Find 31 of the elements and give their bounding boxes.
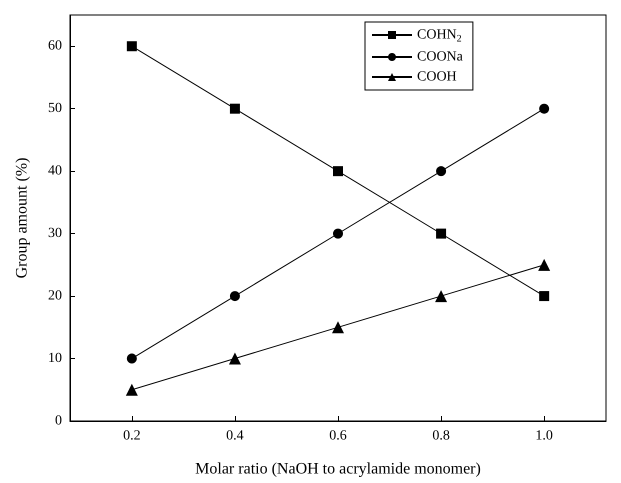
x-tick-label: 0.6	[329, 428, 347, 444]
point	[332, 321, 344, 334]
y-tick-label: 30	[48, 226, 62, 242]
point	[436, 166, 446, 176]
y-tick-label: 10	[48, 351, 62, 366]
point	[228, 352, 241, 365]
legend-label: COONa	[417, 50, 464, 64]
point	[126, 41, 137, 52]
x-tick-label: 0.8	[432, 428, 450, 444]
point	[333, 166, 343, 176]
x-tick-label: 1.0	[535, 428, 553, 444]
x-tick-label: 0.2	[123, 428, 141, 444]
point	[230, 104, 240, 114]
y-tick-label: 0	[55, 414, 62, 428]
point	[436, 228, 446, 239]
point	[126, 354, 137, 364]
y-tick-label: 20	[48, 288, 62, 304]
y-tick-label: 50	[48, 101, 62, 116]
y-tick-label: 60	[48, 38, 62, 54]
x-tick-label: 0.4	[226, 428, 244, 444]
point	[538, 258, 550, 271]
y-axis-title: Group amount (%)	[14, 158, 30, 278]
x-axis-title: Molar ratio (NaOH to acrylamide monomer)	[195, 460, 481, 478]
point	[539, 291, 550, 302]
point	[435, 290, 448, 302]
legend-label: COOH	[417, 70, 457, 84]
point	[230, 291, 240, 302]
y-tick-label: 40	[48, 164, 62, 179]
point	[126, 384, 138, 396]
point	[333, 228, 343, 239]
point	[539, 104, 550, 114]
